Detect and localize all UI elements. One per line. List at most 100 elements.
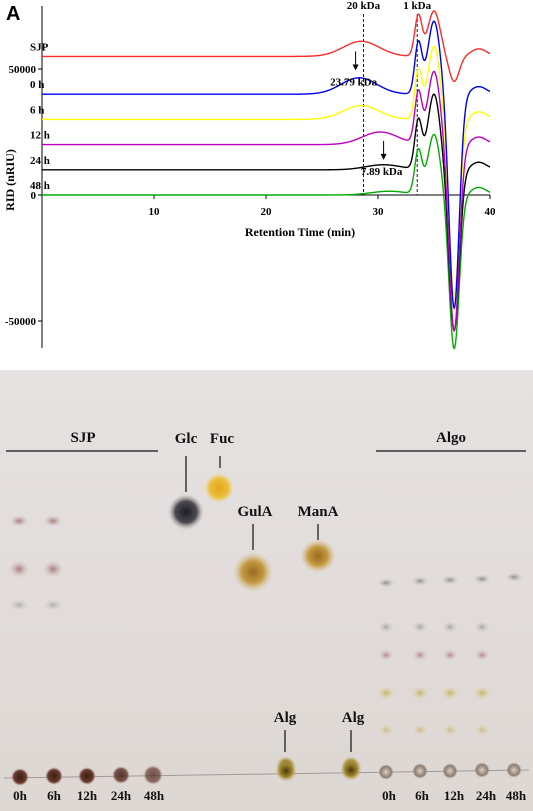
algo-lane-6h: 6h xyxy=(415,788,430,803)
sjp-lane-spots xyxy=(8,515,64,611)
x-tick-label: 20 xyxy=(261,206,273,218)
series-curves xyxy=(42,10,491,350)
annotation-label: 7.89 kDa xyxy=(361,166,403,178)
spot xyxy=(442,621,458,633)
origin-spot xyxy=(506,762,522,778)
series-label: 0 h xyxy=(30,79,44,91)
series-label: 6 h xyxy=(30,104,44,116)
origin-spot xyxy=(78,767,96,785)
mana-label: ManA xyxy=(298,504,339,520)
annotations: 23.79 kDa 7.89 kDa xyxy=(330,51,403,178)
algo-lane-48h: 48h xyxy=(506,788,527,803)
spot xyxy=(42,560,64,578)
x-axis-title: Retention Time (min) xyxy=(245,225,355,239)
spot xyxy=(377,578,395,588)
spot xyxy=(412,621,428,633)
x-tick-label: 10 xyxy=(149,206,161,218)
spot xyxy=(442,649,458,661)
spot xyxy=(441,575,459,585)
glc-spot xyxy=(168,494,204,530)
spot xyxy=(378,724,394,736)
spot xyxy=(411,576,429,586)
origin-spot xyxy=(143,765,163,785)
spot xyxy=(473,686,491,700)
annotation-arrow-head xyxy=(380,153,387,160)
spot xyxy=(473,574,491,584)
fuc-spot xyxy=(204,473,234,503)
origin-spot xyxy=(112,766,130,784)
origin-spot xyxy=(45,767,63,785)
x-tick-label: 30 xyxy=(373,206,385,218)
chromatogram-chart: 50000 0 -50000 10 20 30 40 20 kDa 1 kDa SJP 0 h… xyxy=(3,0,497,350)
spot xyxy=(43,515,63,527)
sjp-lane-6h: 6h xyxy=(47,788,62,803)
series-line xyxy=(42,70,491,333)
series-label: SJP xyxy=(30,41,49,53)
sjp-lane-24h: 24h xyxy=(111,788,132,803)
series-line xyxy=(42,10,491,83)
sjp-lane-12h: 12h xyxy=(77,788,98,803)
y-tick-label: 0 xyxy=(31,190,37,202)
origin-spot xyxy=(340,759,362,781)
series-labels: SJP 0 h 6 h 12 h 24 h 48 h xyxy=(30,41,50,192)
y-ticks: 50000 0 -50000 xyxy=(5,64,42,328)
y-tick-label: 50000 xyxy=(9,64,37,76)
lane-labels: 0h 6h 12h 24h 48h 0h 6h 12h 24h 48h xyxy=(13,788,527,803)
annotation-arrow-head xyxy=(352,64,359,71)
series-line xyxy=(42,45,491,297)
sjp-lane-48h: 48h xyxy=(144,788,165,803)
spot xyxy=(43,599,63,611)
algo-lane-24h: 24h xyxy=(476,788,497,803)
series-label: 24 h xyxy=(30,155,50,167)
spot xyxy=(441,686,459,700)
gula-label: GulA xyxy=(237,504,272,520)
algo-group-label: Algo xyxy=(436,430,466,446)
series-label: 48 h xyxy=(30,180,50,192)
spot xyxy=(474,649,490,661)
series-line xyxy=(42,93,491,333)
series-line xyxy=(42,20,491,310)
alg1-label: Alg xyxy=(274,710,297,726)
spot xyxy=(378,649,394,661)
spot xyxy=(8,560,30,578)
y-axis-title: RID (nRIU) xyxy=(3,149,17,211)
panel-a-label: A xyxy=(6,3,20,25)
spot xyxy=(442,724,458,736)
spot xyxy=(377,686,395,700)
origin-spot xyxy=(442,763,458,779)
origin-spot xyxy=(412,763,428,779)
algo-lane-12h: 12h xyxy=(444,788,465,803)
algo-lane-spots xyxy=(377,572,523,736)
spot xyxy=(9,599,29,611)
plate-background xyxy=(0,370,533,811)
algo-lane-0h: 0h xyxy=(382,788,397,803)
spot xyxy=(9,515,29,527)
reference-line-label: 20 kDa xyxy=(347,0,381,12)
spot xyxy=(474,621,490,633)
origin-spot xyxy=(275,760,297,782)
spot xyxy=(505,572,523,582)
spot xyxy=(412,724,428,736)
spot xyxy=(412,649,428,661)
tlc-plate: SJP Algo Glc Fuc GulA ManA xyxy=(0,370,533,811)
origin-spot xyxy=(11,768,29,786)
series-label: 12 h xyxy=(30,130,50,142)
fuc-label: Fuc xyxy=(210,431,235,447)
annotation-label: 23.79 kDa xyxy=(330,76,378,88)
origin-spot xyxy=(474,762,490,778)
glc-label: Glc xyxy=(175,431,198,447)
reference-line-label: 1 kDa xyxy=(403,0,431,12)
y-tick-label: -50000 xyxy=(5,316,37,328)
origin-spot xyxy=(378,764,394,780)
spot xyxy=(378,621,394,633)
spot xyxy=(474,724,490,736)
origin-spots xyxy=(11,759,522,786)
spot xyxy=(411,686,429,700)
mana-spot xyxy=(300,539,336,573)
sjp-lane-0h: 0h xyxy=(13,788,28,803)
x-tick-label: 40 xyxy=(485,206,497,218)
sjp-group-label: SJP xyxy=(70,430,95,446)
series-line xyxy=(42,133,491,350)
alg2-label: Alg xyxy=(342,710,365,726)
